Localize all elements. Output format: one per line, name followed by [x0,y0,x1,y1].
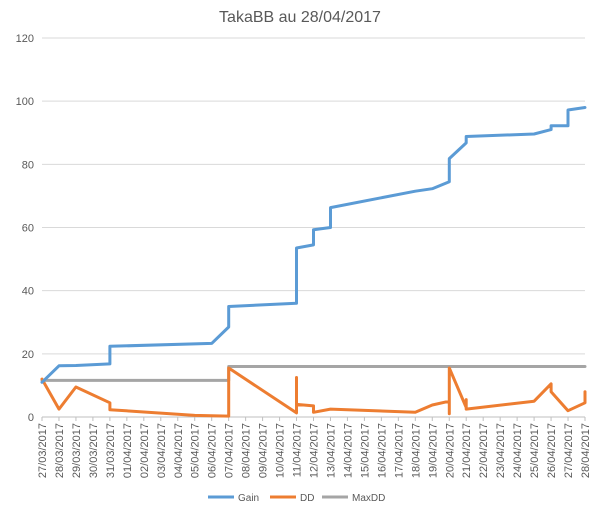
x-tick-label: 17/04/2017 [393,423,405,478]
axes: 0 20 40 60 80 100 120 27/03/2017 28/03/2017 29/03… [16,33,592,478]
legend-label: Gain [238,493,259,504]
y-tick-label: 0 [28,412,34,424]
x-tick-label: 19/04/2017 [427,423,439,478]
x-tick-label: 26/04/2017 [546,423,558,478]
legend-label: DD [300,493,314,504]
x-tick-label: 23/04/2017 [495,423,507,478]
series-lines [40,106,587,418]
x-tick-label: 06/04/2017 [207,423,219,478]
y-tick-label: 40 [22,286,34,298]
gridlines [42,37,585,418]
x-tick-label: 08/04/2017 [241,423,253,478]
x-tick-label: 31/03/2017 [105,423,117,478]
y-tick-label: 60 [22,223,34,235]
x-tick-label: 15/04/2017 [359,423,371,478]
x-tick-label: 25/04/2017 [529,423,541,478]
x-tick-label: 18/04/2017 [410,423,422,478]
y-tick-label: 100 [16,96,34,108]
x-tick-label: 29/03/2017 [71,423,83,478]
series-line-dd [40,366,587,418]
y-tick-label: 80 [22,159,34,171]
y-tick-label: 20 [22,349,34,361]
x-tick-label: 01/04/2017 [122,423,134,478]
series-line-maxdd [40,365,587,382]
x-tick-label: 04/04/2017 [173,423,185,478]
x-tick-label: 12/04/2017 [309,423,321,478]
x-tick-label: 16/04/2017 [376,423,388,478]
x-tick-label: 09/04/2017 [258,423,270,478]
x-tick-label: 02/04/2017 [139,423,151,478]
x-tick-label: 07/04/2017 [224,423,236,478]
chart-title: TakaBB au 28/04/2017 [219,9,381,26]
x-tick-label: 10/04/2017 [275,423,287,478]
x-tick-label: 14/04/2017 [342,423,354,478]
x-tick-label: 21/04/2017 [461,423,473,478]
x-tick-label: 22/04/2017 [478,423,490,478]
legend-label: MaxDD [352,493,385,504]
x-tick-label: 11/04/2017 [292,423,304,477]
legend-item-dd: DD [270,493,314,504]
legend-item-gain: Gain [208,493,259,504]
x-tick-label: 27/03/2017 [37,423,49,478]
x-tick-label: 28/03/2017 [54,423,66,478]
x-tick-label: 28/04/2017 [580,423,592,478]
x-tick-label: 03/04/2017 [156,423,168,478]
x-tick-label: 24/04/2017 [512,423,524,478]
x-tick-label: 27/04/2017 [563,423,575,478]
x-tick-label: 30/03/2017 [88,423,100,478]
x-tick-label: 20/04/2017 [444,423,456,478]
x-tick-label: 05/04/2017 [190,423,202,478]
legend: Gain DD MaxDD [208,493,385,504]
legend-item-maxdd: MaxDD [322,493,385,504]
y-tick-label: 120 [16,33,34,45]
series-line-gain [40,106,587,384]
x-tick-label: 13/04/2017 [325,423,337,478]
